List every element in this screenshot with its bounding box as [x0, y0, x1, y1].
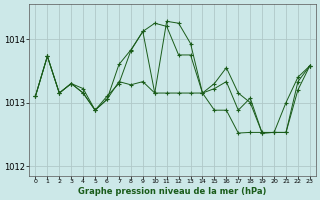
- X-axis label: Graphe pression niveau de la mer (hPa): Graphe pression niveau de la mer (hPa): [78, 187, 267, 196]
